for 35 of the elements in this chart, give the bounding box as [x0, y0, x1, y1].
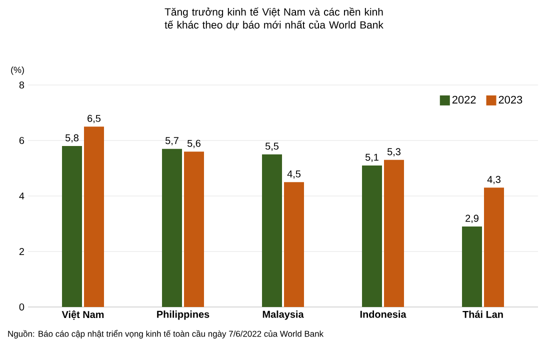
y-axis-title: (%) — [11, 66, 24, 75]
data-label: 5,7 — [165, 137, 178, 146]
bar — [262, 154, 282, 307]
data-label: 2,9 — [466, 214, 478, 224]
bar — [84, 126, 104, 307]
bar — [184, 152, 204, 307]
data-label: 5,8 — [65, 134, 78, 143]
data-label: 5,3 — [387, 148, 400, 156]
chart-title: Tăng trưởng kinh tế Việt Nam và các nền kinh tế khác theo dự báo mới nhất của World Bank — [164, 8, 384, 30]
bar — [384, 160, 404, 307]
y-tick-label: 4 — [19, 192, 24, 200]
data-label: 5,6 — [187, 140, 200, 148]
data-label: 4,3 — [487, 176, 500, 184]
y-tick-label: 8 — [19, 81, 24, 89]
data-label: 5,5 — [265, 142, 279, 151]
y-tick-label: 2 — [19, 248, 24, 255]
x-tick-label: Philippines — [157, 310, 210, 320]
x-tick-label: Indonesia — [360, 310, 406, 318]
x-tick-label: Malaysia — [262, 310, 304, 320]
data-label: 6,5 — [88, 114, 101, 124]
y-tick-label: 6 — [19, 136, 24, 144]
x-tick-label: Thái Lan — [462, 310, 503, 318]
bar — [484, 188, 504, 307]
y-tick-label: 0 — [19, 303, 24, 311]
legend-label: 2023 — [498, 96, 522, 104]
bar — [162, 148, 182, 307]
bar — [362, 165, 382, 307]
bar — [284, 182, 304, 307]
data-label: 4,5 — [287, 170, 301, 179]
data-label: 5,1 — [365, 154, 378, 162]
text: Nguồn: Báo cáo cập nhật triển vọng kinh tế toàn cầu ngày 7/6/2022 của World Bank — [8, 330, 324, 338]
bar — [462, 226, 482, 307]
bar — [62, 146, 82, 307]
x-tick-label: Việt Nam — [62, 310, 104, 320]
legend-label: 2022 — [452, 96, 476, 104]
